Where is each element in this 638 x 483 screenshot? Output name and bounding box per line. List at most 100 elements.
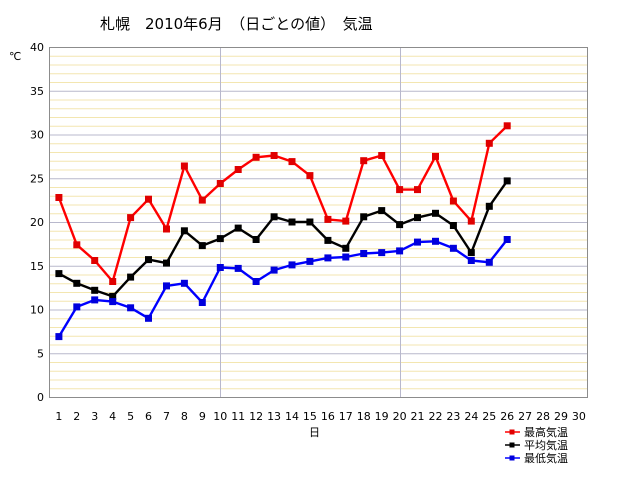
data-point-marker (198, 242, 206, 250)
data-point-marker (180, 162, 188, 170)
x-tick-label: 4 (109, 410, 116, 423)
series-1 (55, 122, 511, 285)
x-tick-label: 14 (285, 410, 299, 423)
y-tick-label: 35 (30, 85, 44, 98)
data-point-marker (270, 213, 278, 221)
data-point-marker (467, 257, 475, 264)
data-point-marker (145, 195, 152, 203)
x-tick-label: 28 (536, 410, 550, 423)
data-point-marker (145, 314, 152, 322)
data-point-marker (216, 264, 224, 271)
data-point-marker (432, 209, 439, 217)
data-point-marker (306, 172, 314, 180)
data-point-marker (342, 217, 350, 225)
data-point-marker (449, 222, 457, 229)
data-point-marker (414, 238, 421, 246)
data-point-marker (503, 177, 511, 185)
x-tick-label: 16 (321, 410, 335, 423)
data-point-marker (306, 257, 314, 265)
x-tick-label: 10 (213, 410, 227, 423)
x-tick-label: 5 (127, 410, 134, 423)
data-point-marker (270, 266, 278, 274)
y-tick-label: 30 (30, 129, 44, 142)
legend-marker (509, 455, 515, 461)
data-point-marker (180, 227, 188, 235)
y-tick-label: 5 (37, 347, 44, 360)
grid-lines (49, 47, 587, 397)
data-point-marker (234, 264, 242, 272)
x-tick-label: 3 (91, 410, 98, 423)
data-point-marker (252, 236, 260, 243)
data-point-marker (252, 278, 260, 285)
x-tick-label: 25 (482, 410, 496, 423)
y-tick-label: 20 (30, 216, 44, 229)
x-tick-label: 21 (411, 410, 425, 423)
y-tick-label: 25 (30, 172, 44, 185)
data-point-marker (449, 197, 457, 205)
data-point-marker (109, 278, 117, 285)
x-tick-label: 2 (73, 410, 80, 423)
y-tick-label: 10 (30, 304, 44, 317)
legend-label: 平均気温 (524, 438, 568, 452)
data-point-marker (288, 218, 296, 226)
data-point-marker (342, 244, 350, 252)
data-point-marker (270, 152, 278, 159)
y-tick-label: 0 (37, 391, 44, 404)
data-point-marker (396, 186, 404, 194)
legend-item: 平均気温 (505, 438, 568, 452)
data-point-marker (324, 236, 332, 244)
x-tick-label: 30 (572, 410, 586, 423)
data-point-marker (234, 224, 242, 232)
x-axis-label: 日 (309, 426, 320, 439)
data-point-marker (91, 257, 99, 264)
data-point-marker (127, 273, 135, 281)
x-tick-label: 18 (357, 410, 371, 423)
data-point-marker (163, 225, 170, 233)
data-point-marker (360, 213, 368, 221)
data-point-marker (485, 202, 493, 210)
x-tick-label: 1 (55, 410, 62, 423)
x-tick-label: 20 (393, 410, 407, 423)
data-point-marker (109, 292, 117, 300)
data-point-marker (198, 196, 206, 204)
data-point-marker (109, 298, 117, 306)
data-point-marker (163, 259, 170, 267)
legend-marker (509, 429, 515, 435)
data-point-marker (503, 122, 511, 130)
data-point-marker (73, 303, 81, 311)
data-point-marker (378, 207, 386, 215)
data-point-marker (91, 296, 99, 304)
data-point-marker (467, 217, 475, 225)
chart-title: 札幌 2010年6月 （日ごとの値） 気温 (100, 15, 373, 33)
data-point-marker (73, 279, 81, 287)
data-point-marker (324, 254, 332, 262)
legend-item: 最低気温 (505, 451, 568, 465)
x-tick-label: 22 (428, 410, 442, 423)
data-point-marker (216, 235, 224, 243)
data-point-marker (306, 218, 314, 226)
data-point-marker (396, 221, 404, 229)
x-tick-label: 27 (518, 410, 532, 423)
data-point-marker (55, 270, 63, 278)
x-tick-label: 12 (249, 410, 263, 423)
data-point-marker (378, 249, 386, 257)
y-tick-label: 40 (30, 41, 44, 54)
x-tick-label: 24 (464, 410, 478, 423)
x-tick-label: 11 (231, 410, 245, 423)
data-point-marker (360, 157, 368, 165)
x-tick-label: 7 (163, 410, 170, 423)
data-point-marker (252, 153, 260, 161)
series-2 (55, 177, 511, 300)
axes (49, 47, 588, 398)
legend-label: 最低気温 (524, 451, 568, 465)
legend-item: 最高気温 (505, 425, 568, 439)
data-point-marker (432, 237, 439, 245)
data-point-marker (432, 152, 439, 160)
x-tick-label: 17 (339, 410, 353, 423)
x-tick-label: 9 (199, 410, 206, 423)
data-point-marker (234, 166, 242, 173)
data-point-marker (55, 333, 63, 341)
data-point-marker (288, 158, 296, 166)
